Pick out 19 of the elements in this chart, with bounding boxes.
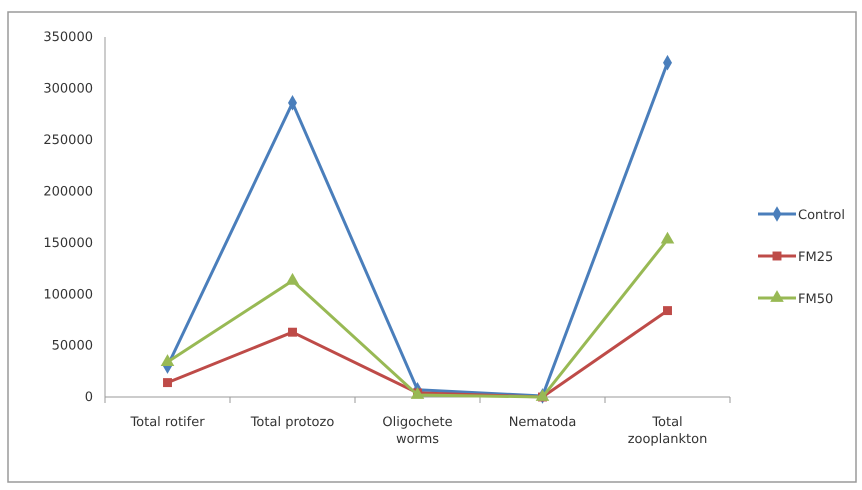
legend-label: FM50 bbox=[798, 292, 834, 307]
y-tick-label: 50000 bbox=[52, 338, 93, 354]
y-tick-label: 150000 bbox=[43, 236, 93, 251]
point bbox=[288, 328, 297, 337]
legend-label: Control bbox=[798, 208, 845, 223]
y-tick-label: 300000 bbox=[43, 82, 93, 97]
legend-label: FM25 bbox=[798, 250, 834, 265]
x-tick-label: Total rotifer bbox=[129, 415, 206, 430]
y-tick-label: 250000 bbox=[43, 133, 93, 148]
y-tick-label: 100000 bbox=[43, 287, 93, 302]
y-tick-label: 350000 bbox=[43, 30, 93, 46]
y-tick-label: 0 bbox=[84, 390, 93, 406]
x-tick-label: Nematoda bbox=[508, 415, 576, 430]
point bbox=[163, 378, 172, 388]
point bbox=[663, 306, 672, 316]
x-tick-label: Total zooplankton bbox=[628, 415, 708, 448]
x-tick-label: Total protozo bbox=[250, 415, 334, 430]
y-tick-label: 200000 bbox=[43, 184, 93, 200]
x-tick-label: Oligochete worms bbox=[382, 415, 453, 448]
